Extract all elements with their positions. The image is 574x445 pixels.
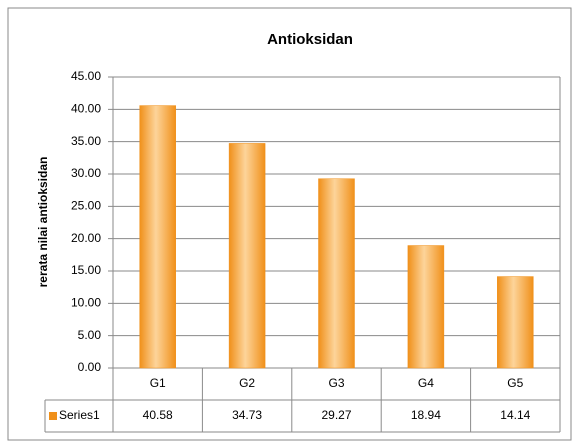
y-tick-label: 30.00 bbox=[71, 166, 101, 180]
x-tick-label: G2 bbox=[239, 376, 255, 390]
y-tick-label: 15.00 bbox=[71, 263, 101, 277]
bar bbox=[139, 105, 176, 369]
y-tick-label: 10.00 bbox=[71, 296, 101, 310]
y-tick-label: 35.00 bbox=[71, 134, 101, 148]
y-tick-label: 0.00 bbox=[78, 360, 102, 374]
bar bbox=[407, 245, 445, 369]
bar bbox=[318, 178, 355, 369]
table-value: 40.58 bbox=[143, 408, 173, 422]
y-tick-label: 45.00 bbox=[71, 69, 101, 83]
bar bbox=[497, 276, 534, 369]
x-tick-label: G5 bbox=[507, 376, 523, 390]
chart-title: Antioksidan bbox=[267, 31, 353, 48]
table-value: 14.14 bbox=[500, 408, 530, 422]
x-tick-label: G3 bbox=[328, 376, 344, 390]
table-value: 18.94 bbox=[411, 408, 441, 422]
x-tick-label: G4 bbox=[418, 376, 434, 390]
y-tick-label: 5.00 bbox=[78, 328, 102, 342]
y-tick-label: 25.00 bbox=[71, 199, 101, 213]
y-tick-label: 20.00 bbox=[71, 231, 101, 245]
y-tick-label: 40.00 bbox=[71, 102, 101, 116]
legend-key bbox=[49, 412, 57, 420]
legend-label: Series1 bbox=[59, 408, 100, 422]
bar bbox=[228, 143, 266, 369]
table-value: 34.73 bbox=[232, 408, 262, 422]
x-tick-label: G1 bbox=[150, 376, 166, 390]
table-value: 29.27 bbox=[321, 408, 351, 422]
y-axis-label: rerata nilai antioksidan bbox=[36, 157, 50, 288]
